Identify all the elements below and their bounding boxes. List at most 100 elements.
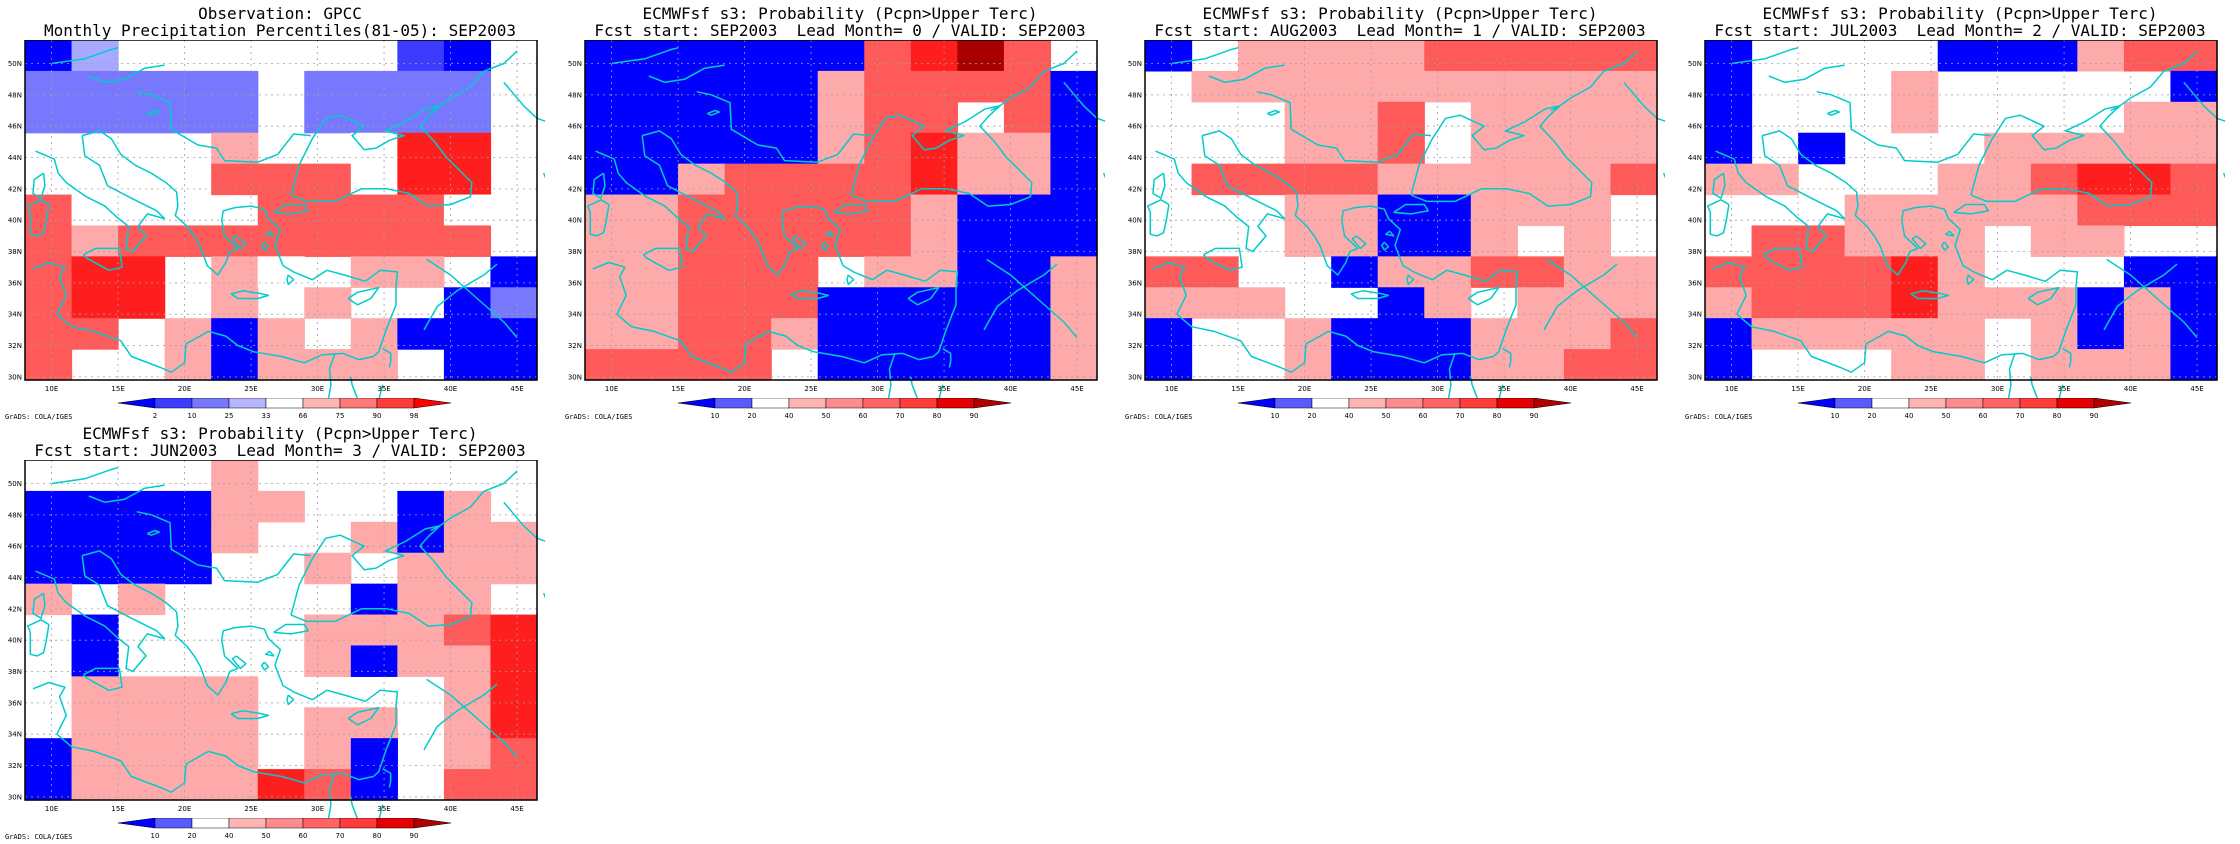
x-tick-label: 15E xyxy=(1791,385,1804,393)
grid-cell xyxy=(71,552,119,585)
grid-cell xyxy=(1003,287,1052,319)
coastline xyxy=(32,172,46,199)
x-tick-label: 30E xyxy=(1431,385,1444,393)
coastline xyxy=(696,90,871,163)
coastline xyxy=(1623,81,1665,122)
grid-cell xyxy=(350,318,398,350)
colorbar-label: 70 xyxy=(896,412,905,420)
coastline xyxy=(2027,286,2060,306)
grid-cell xyxy=(1517,256,1565,288)
grid-cell xyxy=(724,225,772,257)
coastline xyxy=(26,199,50,237)
map-panel-1: Observation: GPCC Monthly Precipitation P… xyxy=(0,0,560,421)
colorbar-segment xyxy=(191,817,230,829)
grid-cell xyxy=(1705,132,1753,165)
grid-cell xyxy=(724,349,772,381)
grid-cell xyxy=(771,163,819,196)
x-tick-label: 30E xyxy=(871,385,884,393)
grid-cell xyxy=(118,738,166,770)
coastline xyxy=(2222,172,2225,179)
grid-cell xyxy=(585,132,633,165)
grid-cell xyxy=(1844,287,1892,319)
colorbar-segment xyxy=(825,397,864,409)
grid-cell xyxy=(1517,70,1565,103)
map-plot-area: 10E 15E 20E 25E 30E 35E 40E 45E 30N 32N 34N 36N 38N 4… xyxy=(568,40,1105,402)
grid-cell xyxy=(1563,101,1612,134)
grid-cell xyxy=(1470,70,1518,103)
grid-cell xyxy=(1145,349,1193,381)
grid-cell xyxy=(1984,40,2032,72)
coastline xyxy=(231,235,247,250)
grid-cell xyxy=(164,521,212,554)
coastlines xyxy=(26,47,545,402)
coastline xyxy=(51,467,119,485)
x-tick-label: 40E xyxy=(1004,385,1017,393)
grid-cell xyxy=(1610,349,1658,381)
grid-cell xyxy=(1798,318,1846,350)
grid-cell xyxy=(1003,349,1052,381)
grid-cell xyxy=(118,769,166,801)
grid-cell xyxy=(71,676,119,708)
colorbar-segment xyxy=(1982,397,2021,409)
x-tick-label: 35E xyxy=(2057,385,2070,393)
colorbar-label: 20 xyxy=(188,832,197,840)
graticule xyxy=(25,40,537,380)
coastline xyxy=(382,348,392,368)
y-tick-label: 42N xyxy=(8,185,22,193)
grads-credit: GrADS: COLA/IGES xyxy=(5,413,73,421)
grid-cell xyxy=(631,132,679,165)
grid-cell xyxy=(443,738,492,770)
grid-cell xyxy=(490,645,538,677)
colorbar-label: 60 xyxy=(1419,412,1428,420)
colorbar-segment xyxy=(117,397,156,409)
coastline xyxy=(1351,235,1367,250)
coastline xyxy=(833,203,870,215)
grid-cell xyxy=(2170,40,2218,72)
grid-cell xyxy=(1003,225,1052,257)
y-tick-label: 36N xyxy=(1688,279,1702,287)
grid-cell xyxy=(118,521,166,554)
y-tick-label: 40N xyxy=(8,637,22,645)
y-tick-label: 30N xyxy=(568,373,582,381)
grid-cell xyxy=(1003,163,1052,196)
grid-cell xyxy=(1610,70,1658,103)
x-tick-label: 15E xyxy=(111,385,124,393)
coastline xyxy=(264,650,275,657)
coastlines xyxy=(1146,47,1665,402)
grid-cell xyxy=(304,552,352,585)
grid-cell xyxy=(1003,101,1052,134)
x-tick-label: 45E xyxy=(510,385,523,393)
coastline xyxy=(1662,172,1665,179)
x-tick-label: 30E xyxy=(1991,385,2004,393)
coastline xyxy=(1953,203,1990,215)
y-tick-label: 48N xyxy=(1128,91,1142,99)
y-tick-label: 44N xyxy=(1128,154,1142,162)
x-tick-label: 10E xyxy=(1725,385,1738,393)
grid-cell xyxy=(957,225,1005,257)
grid-cell xyxy=(350,70,398,103)
grid-cell xyxy=(1284,163,1332,196)
coastline xyxy=(503,81,545,122)
coastlines xyxy=(26,467,545,822)
colorbar-label: 33 xyxy=(262,412,271,420)
map-panel-2: ECMWFsf s3: Probability (Pcpn>Upper Terc… xyxy=(560,0,1120,421)
grid-cell xyxy=(443,101,492,134)
colorbar-label: 50 xyxy=(822,412,831,420)
y-tick-label: 34N xyxy=(8,311,22,319)
coastline xyxy=(32,130,399,373)
colorbar-segment xyxy=(2093,397,2132,409)
coastline xyxy=(2183,81,2225,122)
x-tick-label: 40E xyxy=(444,385,457,393)
grid-cell xyxy=(25,225,73,257)
map-plot-area: 10E 15E 20E 25E 30E 35E 40E 45E 30N 32N 34N 36N 38N 4… xyxy=(8,460,545,822)
y-tick-label: 44N xyxy=(1688,154,1702,162)
grid-cell xyxy=(1705,349,1753,381)
colorbar-label: 70 xyxy=(2016,412,2025,420)
colorbar-label: 40 xyxy=(1345,412,1354,420)
grid-cell xyxy=(71,521,119,554)
grid-cell xyxy=(1937,163,1985,196)
colorbar-segment xyxy=(1237,397,1276,409)
colorbar-segment xyxy=(751,397,790,409)
grid-cell xyxy=(490,349,538,381)
coastline xyxy=(1940,241,1950,251)
